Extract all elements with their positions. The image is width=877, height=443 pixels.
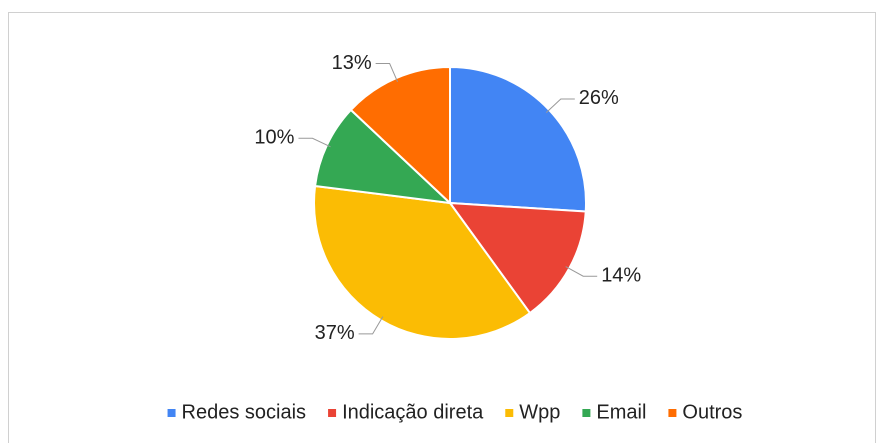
leader-line (375, 63, 399, 83)
leader-line (545, 98, 575, 114)
legend-label: Email (596, 401, 646, 423)
legend-label: Redes sociais (182, 401, 307, 423)
leader-line (298, 137, 331, 148)
legend-label: Indicação direta (342, 401, 484, 423)
legend-swatch (328, 409, 337, 417)
data-label: 13% (332, 52, 372, 74)
data-label: 14% (601, 265, 641, 287)
legend-swatch (505, 409, 514, 417)
leader-line (565, 266, 598, 277)
data-label: 37% (315, 322, 355, 344)
leader-line (358, 316, 384, 335)
data-label: 26% (579, 87, 619, 109)
legend-label: Wpp (519, 401, 560, 423)
legend-swatch (668, 409, 677, 417)
legend-label: Outros (682, 401, 742, 423)
legend-swatch (582, 409, 591, 417)
data-label: 10% (254, 127, 294, 149)
legend-swatch (167, 409, 176, 417)
